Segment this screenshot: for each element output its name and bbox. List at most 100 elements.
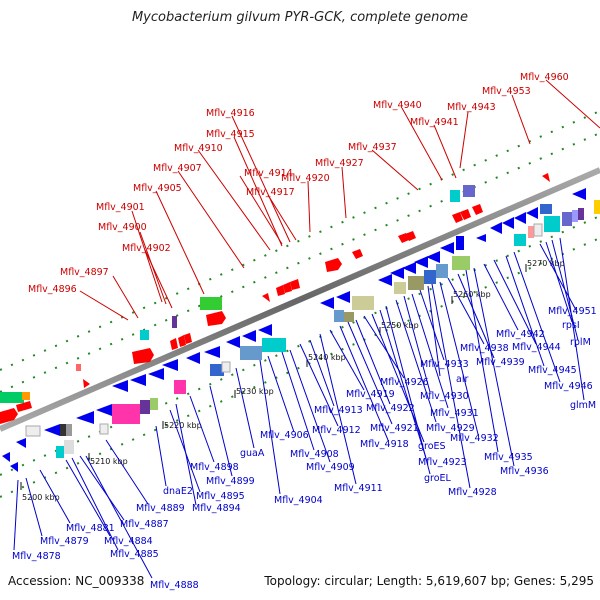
gene-arrow [2, 452, 10, 462]
leader-line [139, 231, 167, 305]
leader-line [155, 190, 205, 295]
gene-label: rplM [570, 337, 591, 348]
leader-line [25, 477, 43, 537]
leader-line [459, 111, 469, 169]
gene-arrow [44, 424, 60, 436]
gene-label: Mflv_4920 [281, 173, 330, 184]
gene-label: glmM [570, 400, 596, 411]
gene-label: Mflv_4939 [476, 357, 525, 368]
leader-line [439, 281, 479, 435]
gene-label: Mflv_4898 [190, 462, 239, 473]
leader-line [71, 457, 119, 551]
gene-label: Mflv_4945 [528, 365, 577, 376]
leader-line [465, 269, 499, 453]
gene-label: Mflv_4960 [520, 72, 569, 83]
gene-arrow [402, 262, 416, 274]
genome-summary-text: Topology: circular; Length: 5,619,607 bp… [264, 574, 594, 588]
leader-line [239, 175, 283, 245]
gene-label: rpsI [562, 320, 580, 331]
leader-line [505, 255, 545, 367]
gene-block [140, 330, 149, 340]
gene-block [150, 398, 158, 410]
gene-label: Mflv_4909 [306, 462, 355, 473]
guide-track-outer-2 [0, 110, 600, 371]
gene-arrow [162, 359, 178, 371]
gene-arrow [112, 380, 128, 392]
gene-block [562, 212, 572, 226]
tick-label: 5210 kbp [90, 457, 128, 466]
gene-label: Mflv_4922 [366, 403, 415, 414]
gene-label: Mflv_4914 [244, 168, 293, 179]
forward-leader-lines [79, 79, 600, 321]
reverse-leader-lines [13, 237, 585, 579]
leader-line [511, 94, 531, 145]
gene-arrow [476, 234, 486, 242]
gene-label: Mflv_4919 [346, 389, 395, 400]
gene-arrow [16, 438, 26, 448]
leader-line [339, 325, 389, 441]
gene-block [172, 316, 177, 328]
guide-track-inner-2 [0, 237, 600, 498]
leader-line [175, 403, 197, 506]
leader-line [403, 295, 431, 393]
scale-ticks: 5200 kbp 5210 kbp 5220 kbp 5230 kbp 5240… [20, 259, 565, 502]
gene-arrow [414, 256, 428, 268]
gene-arrow [440, 242, 454, 254]
gene-label: Mflv_4895 [196, 491, 245, 502]
tick-label: 5260 kbp [453, 290, 491, 299]
leader-line [473, 267, 515, 467]
gene-block [112, 404, 140, 424]
gene-block [424, 270, 436, 284]
gene-arrow [325, 258, 342, 272]
leader-line [259, 359, 281, 495]
gene-label: Mflv_4905 [133, 183, 182, 194]
leader-line [197, 149, 271, 251]
gene-block [514, 234, 526, 246]
gene-arrow [10, 462, 18, 472]
gene-label: Mflv_4900 [98, 222, 147, 233]
gene-arrow [290, 279, 300, 290]
leader-line [513, 251, 561, 383]
leader-line [13, 479, 19, 551]
leader-line [371, 149, 419, 191]
leader-line [144, 249, 173, 309]
gene-label: Mflv_4931 [430, 408, 479, 419]
gene-block [540, 204, 552, 214]
gene-label: Mflv_4940 [373, 100, 422, 111]
gene-arrow [336, 291, 350, 303]
guide-track-outer-1 [0, 132, 600, 393]
gene-block [140, 400, 150, 414]
gene-arrow [320, 297, 334, 309]
leader-line [363, 315, 405, 379]
leader-line [385, 305, 431, 475]
tick-label: 5200 kbp [22, 493, 60, 502]
gene-block [56, 446, 64, 458]
gene-arrow [186, 352, 200, 364]
gene-label: Mflv_4946 [544, 381, 593, 392]
gene-label: Mflv_4951 [548, 306, 597, 317]
leader-line [419, 289, 445, 361]
gene-block [352, 296, 374, 310]
gene-block [76, 364, 81, 371]
gene-label: Mflv_4921 [370, 423, 419, 434]
gene-label: Mflv_4918 [360, 439, 409, 450]
gene-label: Mflv_4953 [482, 86, 531, 97]
leader-line [155, 425, 167, 487]
leader-line [79, 455, 125, 521]
gene-label: Mflv_4915 [206, 129, 255, 140]
gene-label: Mflv_4879 [40, 536, 89, 547]
gene-label: Mflv_4887 [120, 519, 169, 530]
leader-line [309, 339, 335, 407]
gene-label: Mflv_4923 [418, 457, 467, 468]
gene-label: Mflv_4906 [260, 430, 309, 441]
gene-label: Mflv_4938 [460, 343, 509, 354]
gene-label: Mflv_4937 [348, 142, 397, 153]
gene-label: Mflv_4926 [380, 377, 429, 388]
leader-line [39, 469, 71, 524]
leader-line [545, 79, 600, 129]
gene-arrow [83, 379, 90, 388]
leader-line [281, 351, 315, 451]
gene-block [174, 380, 186, 394]
gene-arrow [96, 404, 112, 416]
